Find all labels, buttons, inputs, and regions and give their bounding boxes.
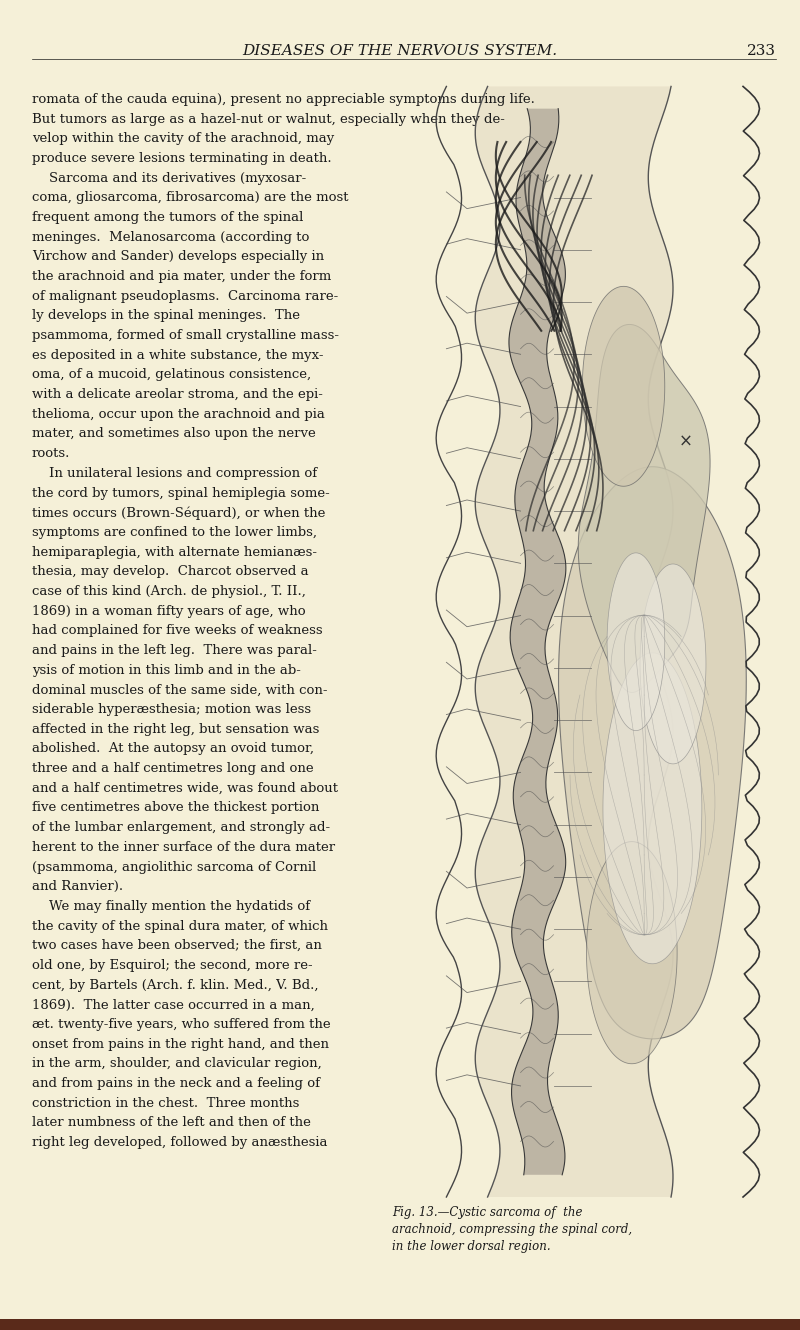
Text: ysis of motion in this limb and in the ab-: ysis of motion in this limb and in the a… — [32, 664, 301, 677]
Text: coma, gliosarcoma, fibrosarcoma) are the most: coma, gliosarcoma, fibrosarcoma) are the… — [32, 192, 349, 205]
Text: hemiparaplegia, with alternate hemianæs-: hemiparaplegia, with alternate hemianæs- — [32, 545, 317, 559]
Text: onset from pains in the right hand, and then: onset from pains in the right hand, and … — [32, 1037, 329, 1051]
Text: and from pains in the neck and a feeling of: and from pains in the neck and a feeling… — [32, 1077, 320, 1091]
Text: herent to the inner surface of the dura mater: herent to the inner surface of the dura … — [32, 841, 335, 854]
Text: the arachnoid and pia mater, under the form: the arachnoid and pia mater, under the f… — [32, 270, 331, 283]
Text: Virchow and Sander) develops especially in: Virchow and Sander) develops especially … — [32, 250, 324, 263]
Polygon shape — [603, 653, 702, 964]
Text: romata of the cauda equina), present no appreciable symptoms during life.: romata of the cauda equina), present no … — [32, 93, 535, 106]
Text: and a half centimetres wide, was found about: and a half centimetres wide, was found a… — [32, 782, 338, 795]
Text: thesia, may develop.  Charcot observed a: thesia, may develop. Charcot observed a — [32, 565, 309, 579]
Text: es deposited in a white substance, the myx-: es deposited in a white substance, the m… — [32, 348, 323, 362]
Text: with a delicate areolar stroma, and the epi-: with a delicate areolar stroma, and the … — [32, 388, 323, 402]
Text: three and a half centimetres long and one: three and a half centimetres long and on… — [32, 762, 314, 775]
Text: dominal muscles of the same side, with con-: dominal muscles of the same side, with c… — [32, 684, 327, 697]
Text: symptoms are confined to the lower limbs,: symptoms are confined to the lower limbs… — [32, 525, 317, 539]
Text: ly develops in the spinal meninges.  The: ly develops in the spinal meninges. The — [32, 310, 300, 322]
Text: roots.: roots. — [32, 447, 70, 460]
Polygon shape — [509, 109, 566, 1174]
Polygon shape — [640, 564, 706, 763]
Text: abolished.  At the autopsy an ovoid tumor,: abolished. At the autopsy an ovoid tumor… — [32, 742, 314, 755]
Text: constriction in the chest.  Three months: constriction in the chest. Three months — [32, 1097, 299, 1109]
Polygon shape — [607, 553, 665, 730]
Text: and Ranvier).: and Ranvier). — [32, 880, 123, 894]
Polygon shape — [558, 467, 746, 1039]
Text: 1869) in a woman fifty years of age, who: 1869) in a woman fifty years of age, who — [32, 605, 306, 617]
Text: We may finally mention the hydatids of: We may finally mention the hydatids of — [32, 900, 310, 912]
Text: 1869).  The latter case occurred in a man,: 1869). The latter case occurred in a man… — [32, 999, 314, 1011]
Polygon shape — [586, 842, 677, 1064]
Text: old one, by Esquirol; the second, more re-: old one, by Esquirol; the second, more r… — [32, 959, 313, 972]
Text: DISEASES OF THE NERVOUS SYSTEM.: DISEASES OF THE NERVOUS SYSTEM. — [242, 44, 558, 57]
Text: velop within the cavity of the arachnoid, may: velop within the cavity of the arachnoid… — [32, 132, 334, 145]
Text: in the arm, shoulder, and clavicular region,: in the arm, shoulder, and clavicular reg… — [32, 1057, 322, 1071]
Text: cent, by Bartels (Arch. f. klin. Med., V. Bd.,: cent, by Bartels (Arch. f. klin. Med., V… — [32, 979, 318, 992]
Text: frequent among the tumors of the spinal: frequent among the tumors of the spinal — [32, 211, 303, 223]
Text: But tumors as large as a hazel-nut or walnut, especially when they de-: But tumors as large as a hazel-nut or wa… — [32, 113, 505, 125]
Text: and pains in the left leg.  There was paral-: and pains in the left leg. There was par… — [32, 644, 317, 657]
Text: thelioma, occur upon the arachnoid and pia: thelioma, occur upon the arachnoid and p… — [32, 408, 325, 420]
Bar — [364, 86, 776, 1197]
Text: right leg developed, followed by anæsthesia: right leg developed, followed by anæsthe… — [32, 1136, 327, 1149]
Text: case of this kind (Arch. de physiol., T. II.,: case of this kind (Arch. de physiol., T.… — [32, 585, 306, 598]
Text: mater, and sometimes also upon the nerve: mater, and sometimes also upon the nerve — [32, 427, 316, 440]
Text: ×: × — [678, 432, 692, 451]
Text: had complained for five weeks of weakness: had complained for five weeks of weaknes… — [32, 624, 322, 637]
Text: Sarcoma and its derivatives (myxosar-: Sarcoma and its derivatives (myxosar- — [32, 172, 306, 185]
Text: Fig. 13.—Cystic sarcoma of  the
arachnoid, compressing the spinal cord,
in the l: Fig. 13.—Cystic sarcoma of the arachnoid… — [392, 1206, 632, 1253]
Polygon shape — [582, 286, 665, 487]
Text: five centimetres above the thickest portion: five centimetres above the thickest port… — [32, 802, 319, 814]
Text: of the lumbar enlargement, and strongly ad-: of the lumbar enlargement, and strongly … — [32, 821, 330, 834]
Text: æt. twenty-five years, who suffered from the: æt. twenty-five years, who suffered from… — [32, 1017, 330, 1031]
Text: meninges.  Melanosarcoma (according to: meninges. Melanosarcoma (according to — [32, 230, 310, 243]
Text: oma, of a mucoid, gelatinous consistence,: oma, of a mucoid, gelatinous consistence… — [32, 368, 311, 382]
Text: (psammoma, angiolithic sarcoma of Cornil: (psammoma, angiolithic sarcoma of Cornil — [32, 861, 316, 874]
Text: the cavity of the spinal dura mater, of which: the cavity of the spinal dura mater, of … — [32, 919, 328, 932]
Polygon shape — [578, 325, 710, 693]
Polygon shape — [475, 86, 673, 1197]
Text: produce severe lesions terminating in death.: produce severe lesions terminating in de… — [32, 152, 332, 165]
Text: psammoma, formed of small crystalline mass-: psammoma, formed of small crystalline ma… — [32, 329, 339, 342]
Text: 233: 233 — [747, 44, 776, 57]
Text: affected in the right leg, but sensation was: affected in the right leg, but sensation… — [32, 722, 319, 735]
Text: In unilateral lesions and compression of: In unilateral lesions and compression of — [32, 467, 317, 480]
Text: two cases have been observed; the first, an: two cases have been observed; the first,… — [32, 939, 322, 952]
Text: the cord by tumors, spinal hemiplegia some-: the cord by tumors, spinal hemiplegia so… — [32, 487, 330, 500]
Text: later numbness of the left and then of the: later numbness of the left and then of t… — [32, 1116, 311, 1129]
Text: siderable hyperæsthesia; motion was less: siderable hyperæsthesia; motion was less — [32, 704, 311, 716]
Text: times occurs (Brown-Séquard), or when the: times occurs (Brown-Séquard), or when th… — [32, 507, 326, 520]
Text: of malignant pseudoplasms.  Carcinoma rare-: of malignant pseudoplasms. Carcinoma rar… — [32, 290, 338, 303]
Bar — [0, 1319, 800, 1330]
